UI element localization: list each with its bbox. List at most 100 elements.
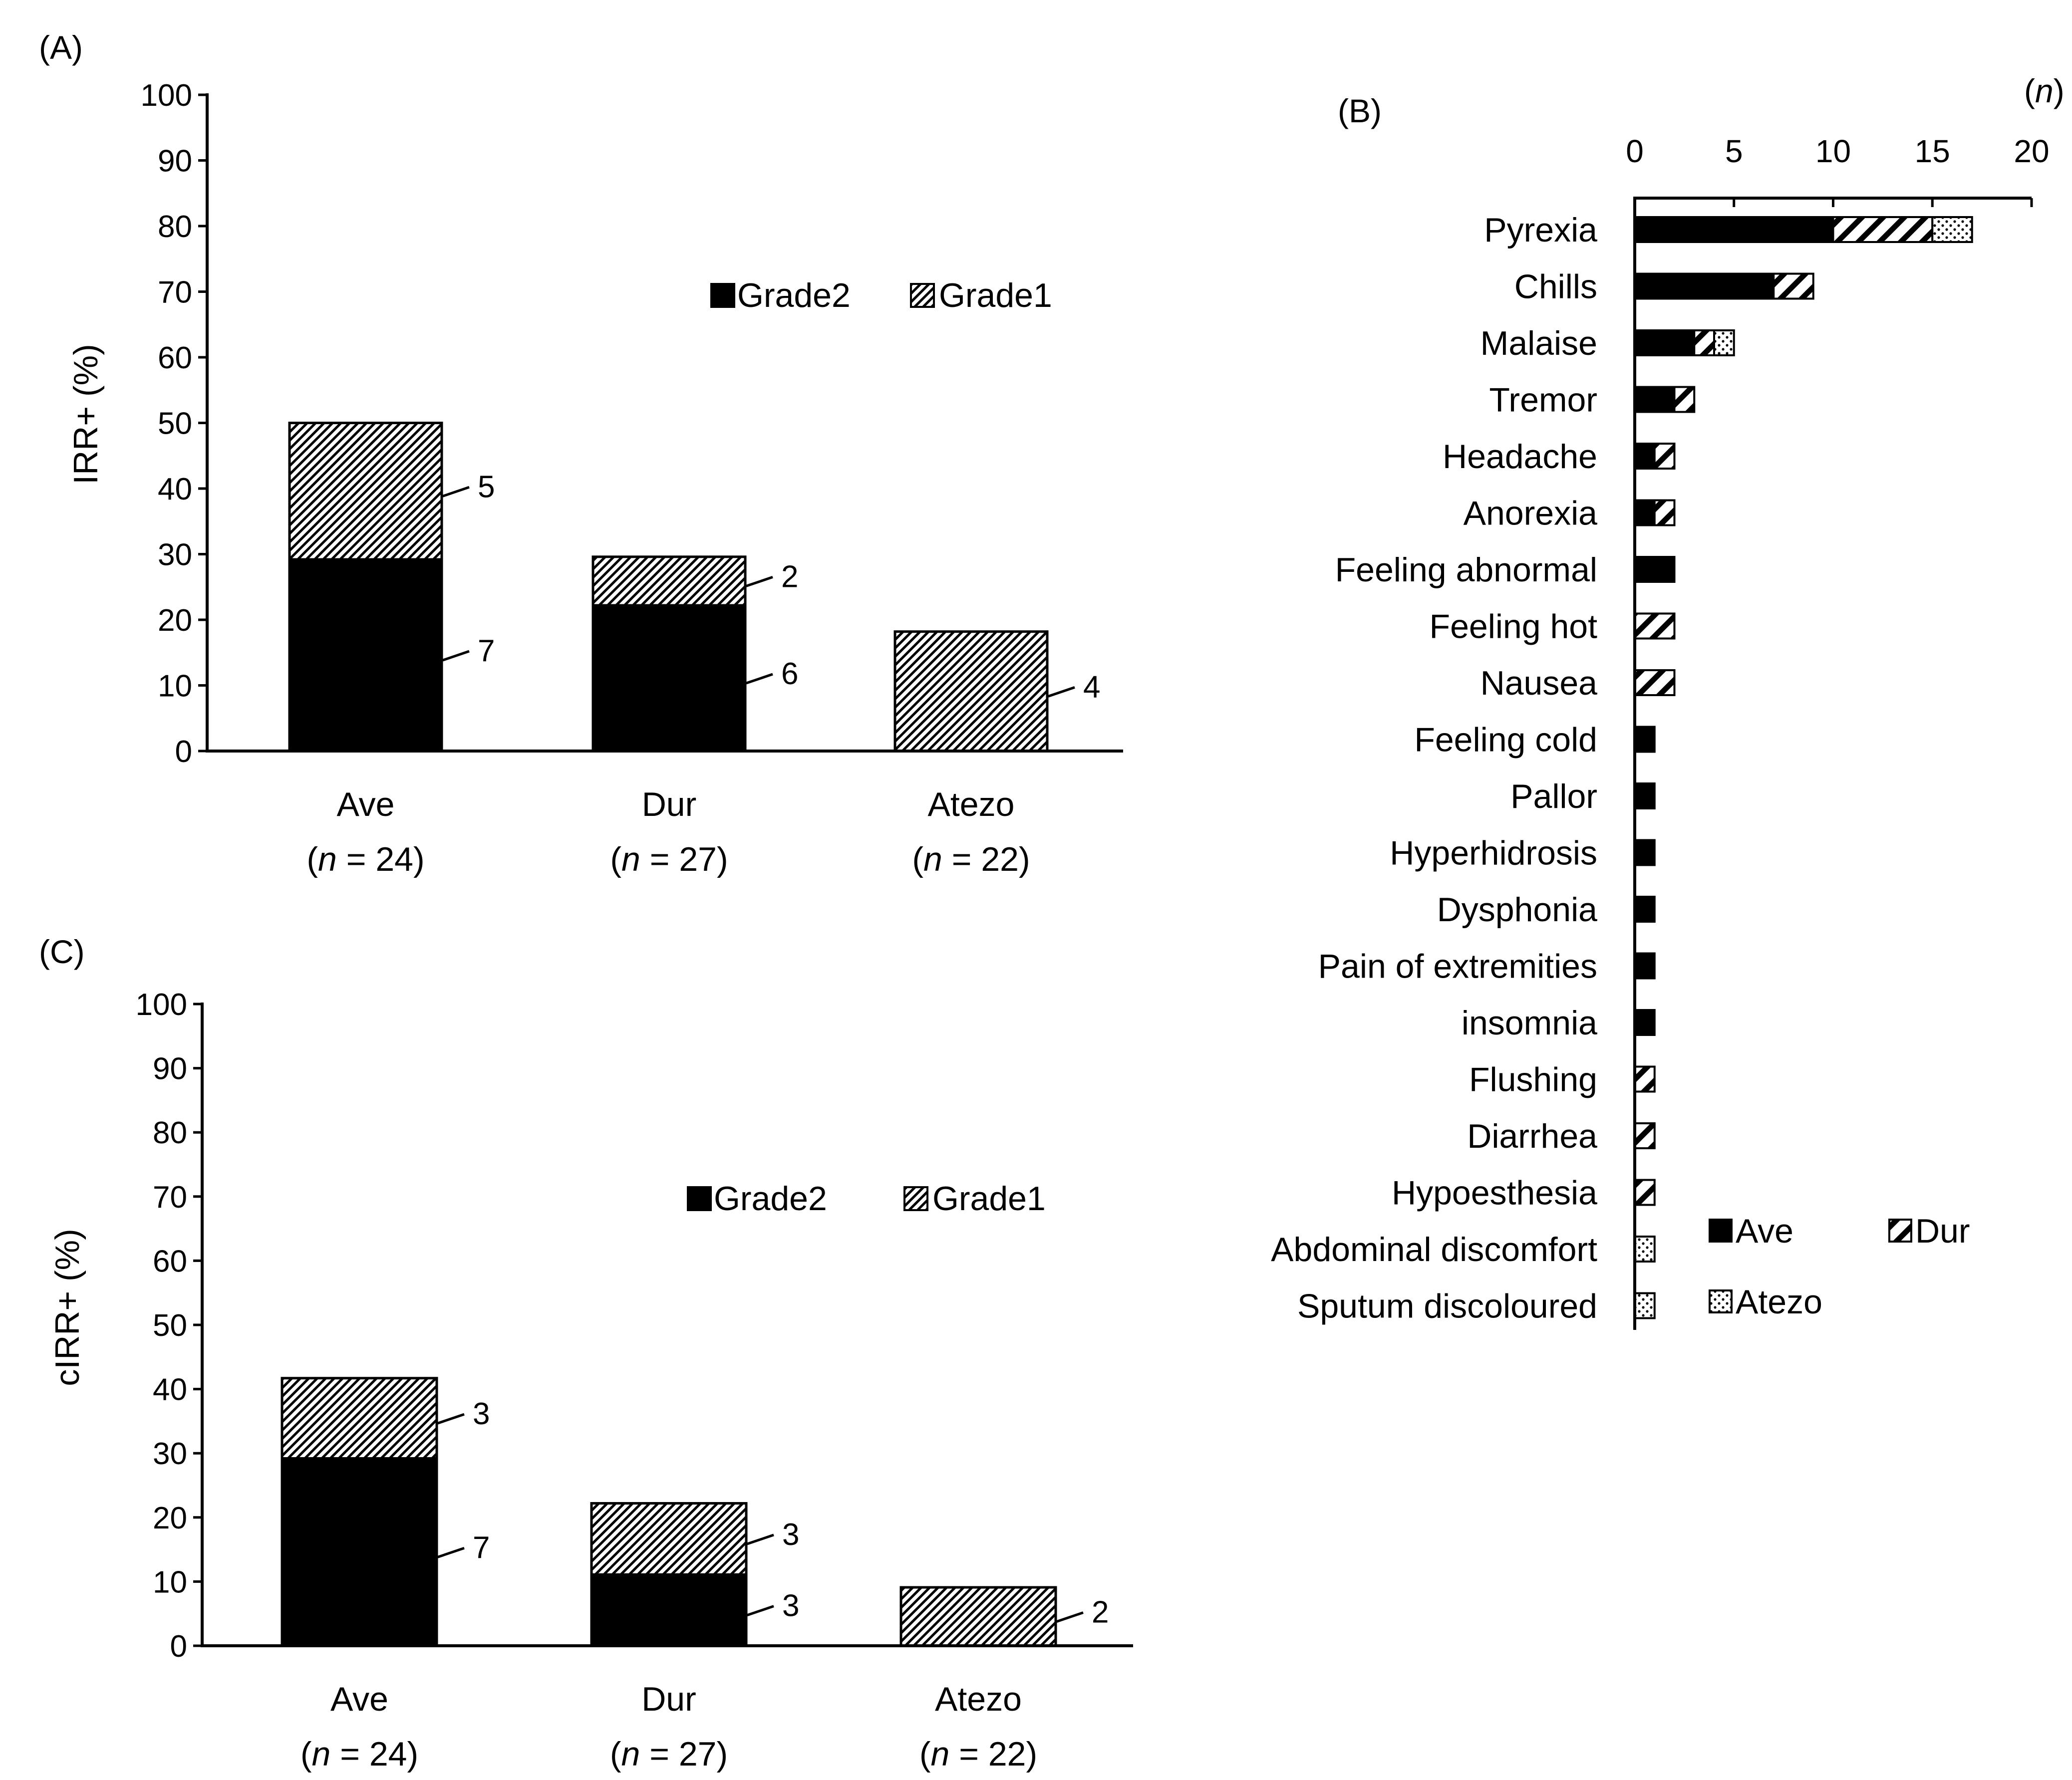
panel-b-category-labels: Pyrexia Chills Malaise Tremor Headache Anorex… (1271, 211, 1597, 1325)
category-n-dur: (n = 27) (610, 1735, 728, 1773)
category-label-anorexia: Anorexia (1464, 495, 1598, 532)
legend-swatch-grade1 (910, 283, 935, 308)
panel-a-category-labels: Ave (n = 24) Dur (n = 27) Atezo (n = 22) (306, 785, 1030, 878)
x-tick-label: 15 (1915, 133, 1950, 169)
panel-b-axes (1633, 197, 2032, 1330)
y-tick-label: 20 (158, 603, 192, 638)
count-label-ave-grade2: 7 (473, 1530, 490, 1565)
y-tick-label: 10 (153, 1565, 187, 1599)
bar-pallor-ave (1634, 782, 1656, 809)
count-leader-line (437, 1413, 465, 1425)
bar-malaise-ave (1634, 329, 1696, 356)
count-leader-line (746, 576, 773, 587)
panel-a-y-axis-label: IRR+ (%) (67, 344, 105, 484)
bar-flushing-dur (1634, 1065, 1656, 1093)
bar-diarrhea-dur (1634, 1122, 1656, 1149)
legend-label-grade2: Grade2 (714, 1180, 827, 1218)
y-tick-label: 30 (158, 538, 192, 572)
bar-dur-grade1 (592, 555, 747, 607)
category-label-feeling-abnormal: Feeling abnormal (1335, 551, 1597, 589)
category-label-insomnia: insomnia (1462, 1004, 1597, 1042)
count-label-atezo-grade1: 2 (1092, 1595, 1109, 1629)
category-label-feeling-hot: Feeling hot (1430, 608, 1598, 646)
y-tick-label: 70 (158, 275, 192, 310)
bar-feeling-cold-ave (1634, 726, 1656, 753)
bar-dur-grade2 (592, 604, 747, 753)
category-label-pyrexia: Pyrexia (1484, 211, 1597, 249)
panel-c-cirr-chart: (C) cIRR+ (%) 0 10 20 30 40 50 60 70 80 90 100 7 3 3… (39, 933, 1133, 1773)
y-tick-label: 20 (153, 1501, 187, 1535)
legend-swatch-dur (1888, 1219, 1912, 1243)
legend-label-grade1: Grade1 (932, 1180, 1046, 1218)
panel-a-irr-chart: (A) IRR+ (%) 0 10 20 30 40 50 60 70 80 90 100 7 5 6 2… (39, 29, 1123, 878)
category-label-abdominal-discomfort: Abdominal discomfort (1271, 1231, 1597, 1269)
panel-a-legend: Grade2 Grade1 (710, 276, 1052, 314)
bar-malaise-dur (1693, 329, 1715, 356)
category-label-pallor: Pallor (1510, 777, 1597, 815)
panel-c-bars: 7 3 3 3 2 (281, 1377, 1109, 1647)
y-tick-label: 30 (153, 1437, 187, 1471)
x-tick-label: 20 (2014, 133, 2049, 169)
y-tick-label: 90 (158, 144, 192, 179)
bar-ave-grade1 (281, 1377, 438, 1460)
category-label-nausea: Nausea (1480, 664, 1598, 702)
y-tick-label: 40 (153, 1373, 187, 1407)
category-label-headache: Headache (1443, 438, 1597, 476)
category-label-ave: Ave (330, 1680, 388, 1718)
bar-headache-dur (1653, 443, 1676, 470)
panel-a-bars: 7 5 6 2 4 (288, 422, 1100, 753)
bar-atezo-grade1 (893, 630, 1049, 753)
bar-sputum-discoloured-atezo (1634, 1292, 1656, 1319)
panel-c-y-ticks: 0 10 20 30 40 50 60 70 80 90 100 (136, 988, 202, 1664)
legend-label-ave: Ave (1736, 1212, 1793, 1250)
bar-ave-grade2 (288, 558, 443, 753)
bar-pyrexia-ave (1634, 216, 1834, 243)
category-label-tremor: Tremor (1489, 381, 1597, 419)
category-label-atezo: Atezo (928, 785, 1015, 823)
y-tick-label: 70 (153, 1180, 187, 1215)
y-tick-label: 100 (141, 78, 192, 113)
bar-insomnia-ave (1634, 1009, 1656, 1036)
panel-b-bars (1634, 216, 1973, 1319)
count-label-ave-grade2: 7 (478, 634, 495, 668)
bar-dur-grade1 (590, 1502, 748, 1576)
category-label-flushing: Flushing (1469, 1061, 1597, 1099)
bar-pain-of-extremities-ave (1634, 952, 1656, 980)
y-tick-label: 60 (158, 341, 192, 375)
count-label-dur-grade1: 3 (782, 1518, 799, 1552)
panel-c-y-axis-label: cIRR+ (%) (48, 1229, 86, 1386)
count-label-ave-grade1: 3 (473, 1397, 490, 1431)
category-label-atezo: Atezo (935, 1680, 1022, 1718)
legend-label-grade1: Grade1 (939, 276, 1052, 314)
x-tick-label: 0 (1626, 133, 1644, 169)
category-label-pain-of-extremities: Pain of extremities (1318, 948, 1597, 986)
y-tick-label: 100 (136, 988, 187, 1022)
bar-anorexia-dur (1653, 499, 1676, 526)
count-label-ave-grade1: 5 (478, 470, 495, 504)
bar-pyrexia-dur (1832, 216, 1934, 243)
count-label-atezo-grade1: 4 (1083, 670, 1100, 704)
y-tick-label: 0 (175, 735, 192, 769)
y-tick-label: 40 (158, 472, 192, 507)
panel-b-x-ticks: 0 5 10 15 20 (1626, 133, 2050, 207)
panel-c-axes (201, 1003, 1133, 1647)
category-n-atezo: (n = 22) (912, 840, 1030, 878)
y-tick-label: 80 (158, 210, 192, 244)
category-n-dur: (n = 27) (610, 840, 728, 878)
legend-swatch-grade2 (687, 1186, 712, 1211)
legend-label-dur: Dur (1915, 1212, 1970, 1250)
category-label-hyperhidrosis: Hyperhidrosis (1390, 834, 1597, 872)
category-label-dysphonia: Dysphonia (1437, 891, 1597, 929)
y-tick-label: 90 (153, 1052, 187, 1086)
legend-swatch-grade1 (903, 1186, 928, 1211)
y-tick-label: 10 (158, 669, 192, 704)
legend-label-grade2: Grade2 (737, 276, 851, 314)
count-leader-line (1056, 1611, 1084, 1623)
category-label-chills: Chills (1514, 268, 1597, 306)
count-leader-line (437, 1546, 465, 1558)
y-tick-label: 0 (170, 1629, 187, 1664)
panel-a-axes (206, 93, 1123, 753)
bar-hypoesthesia-dur (1634, 1179, 1656, 1206)
category-label-dur: Dur (641, 1680, 696, 1718)
